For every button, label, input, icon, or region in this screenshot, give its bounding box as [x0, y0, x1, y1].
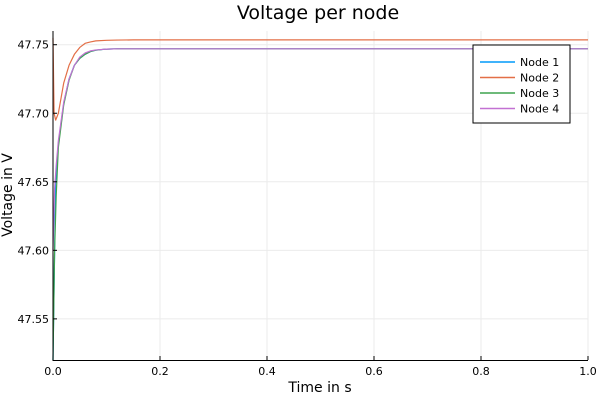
- series-line-node-2: [52, 37, 588, 121]
- y-tick-label: 47.55: [18, 313, 50, 326]
- y-tick-label: 47.75: [18, 39, 50, 52]
- x-tick-label: 0.0: [44, 365, 62, 378]
- y-tick-label: 47.70: [18, 107, 50, 120]
- series-line-node-4: [52, 48, 588, 251]
- x-tick-label: 0.6: [365, 365, 383, 378]
- series-group: [52, 37, 588, 361]
- legend-label: Node 4: [520, 103, 559, 116]
- x-axis-label: Time in s: [287, 380, 351, 396]
- x-tick-label: 0.2: [151, 365, 169, 378]
- legend-label: Node 1: [520, 56, 559, 69]
- legend-label: Node 3: [520, 87, 559, 100]
- y-axis-label: Voltage in V: [0, 153, 16, 237]
- x-tick-label: 1.0: [579, 365, 597, 378]
- chart-title: Voltage per node: [237, 2, 399, 24]
- legend-label: Node 2: [520, 72, 559, 85]
- legend-box: [472, 44, 571, 124]
- axes: [52, 31, 588, 361]
- y-tick-label: 47.65: [18, 176, 50, 189]
- y-ticks: 47.55 47.60 47.65 47.70 47.75: [18, 39, 57, 326]
- x-ticks: 0.0 0.2 0.4 0.6 0.8 1.0: [44, 356, 597, 378]
- legend: Node 1 Node 2 Node 3 Node 4: [472, 44, 571, 124]
- x-tick-label: 0.4: [258, 365, 276, 378]
- y-tick-label: 47.60: [18, 244, 50, 257]
- x-tick-label: 0.8: [472, 365, 490, 378]
